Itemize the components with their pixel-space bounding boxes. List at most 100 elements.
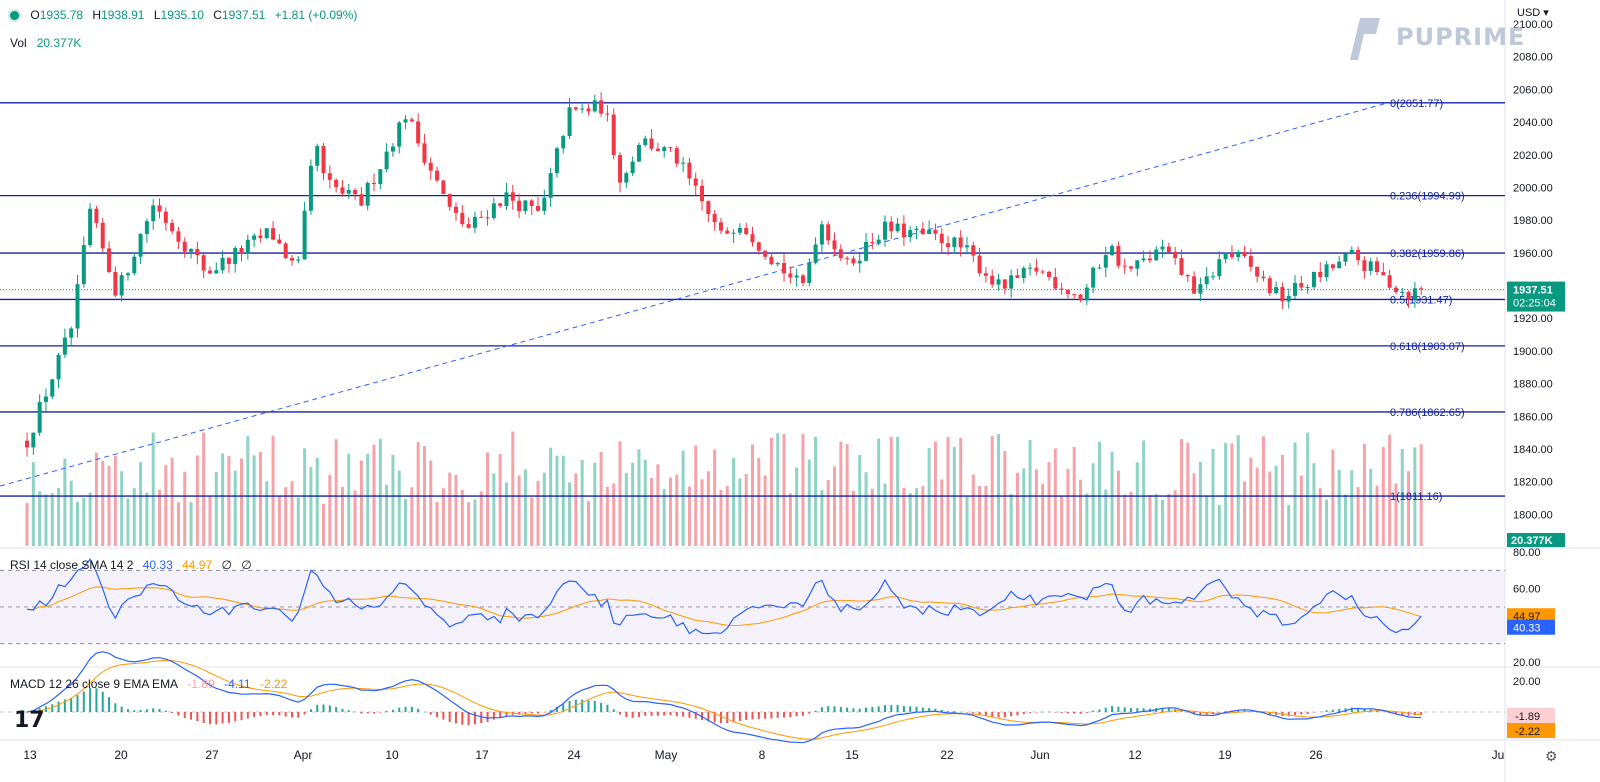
volume-bar [246,436,250,546]
candle-body [277,239,282,244]
candle-body [491,203,496,218]
macd-hist-bar [354,711,357,713]
volume-bar [378,438,382,546]
candle-body [100,222,105,249]
volume-bar [69,480,73,546]
candle-body [163,211,168,223]
volume-bar [978,485,982,546]
macd-signal-value: -2.22 [259,677,288,691]
candle-body [334,179,339,188]
countdown-label: 02:25:04 [1513,298,1556,310]
rsi-legend: RSI 14 close SMA 14 2 40.33 44.97 ∅ ∅ [10,558,258,572]
volume-bar [1268,471,1272,546]
candle-body [422,143,427,163]
candle-body [69,328,74,338]
volume-bar [681,450,685,546]
volume-bar [1356,487,1360,546]
macd-hist-bar [820,707,823,712]
volume-bar [164,465,168,546]
volume-bar [1022,468,1026,546]
volume-bar [687,486,691,546]
volume-bar [1205,496,1209,546]
macd-hist-bar [562,704,565,712]
candle-body [1412,288,1417,300]
volume-bar [385,484,389,546]
candle-body [895,223,900,232]
macd-hist-bar [644,712,647,716]
settings-gear-icon[interactable]: ⚙ [1545,748,1558,764]
volume-bar [1066,468,1070,546]
candle-body [882,221,887,240]
macd-hist-bar [839,707,842,712]
volume-bar [1015,472,1019,546]
volume-bar [322,503,326,546]
rsi-axis-label: 80.00 [1513,547,1541,559]
y-tick-label: 1900.00 [1513,346,1553,358]
volume-bar [814,436,818,546]
volume-bar [340,486,344,546]
macd-hist-bar [208,712,211,725]
candle-body [674,148,679,164]
candle-body [1356,249,1361,261]
x-tick-label: Ju [1492,748,1505,762]
ohlc-legend: O1935.78 H1938.91 L1935.10 C1937.51 +1.8… [10,8,363,22]
volume-bar [605,486,609,546]
macd-hist-bar [284,712,287,717]
candle-body [81,245,86,285]
candle-body [1002,279,1007,289]
candle-body [958,237,963,248]
volume-bar [435,501,439,546]
macd-hist-bar [795,712,798,717]
macd-signal-badge-label: -2.22 [1515,726,1540,738]
macd-hist-bar [858,708,861,712]
volume-bar [233,470,237,546]
macd-hist-bar [505,712,508,716]
macd-hist-bar [953,711,956,712]
volume-bar [139,462,143,546]
volume-bar [145,492,149,546]
candle-body [668,147,673,149]
volume-bar [107,466,111,546]
rsi-axis-label: 60.00 [1513,584,1541,596]
macd-hist-bar [915,706,918,712]
volume-bar [353,490,357,546]
macd-hist-bar [410,706,413,712]
volume-bar [782,434,786,546]
macd-hist-bar [246,712,249,719]
candle-body [138,234,143,257]
candle-body [1078,294,1083,301]
candle-body [37,401,42,433]
volume-bar [751,444,754,546]
macd-hist-bar [776,712,779,718]
macd-hist-bar [101,691,104,712]
volume-bar [1186,442,1190,546]
currency-selector[interactable]: USD ▾ [1517,7,1549,19]
macd-hist-bar [1041,711,1044,713]
brand-logo: PUPRIME [1340,12,1525,62]
rsi-line [26,558,1422,635]
macd-hist-bar [783,712,786,718]
x-tick-label: 26 [1309,748,1323,762]
candle-body [1406,291,1411,300]
macd-hist-bar [63,699,66,712]
candle-body [62,337,67,355]
macd-hist-bar [984,712,987,717]
candle-body [914,228,919,231]
macd-hist-bar [278,712,281,716]
volume-bar [965,496,969,546]
macd-hist-bar [139,709,142,712]
macd-hist-bar [253,712,256,717]
candle-body [775,263,780,265]
candle-body [479,216,484,218]
macd-hist-bar [492,712,495,720]
macd-hist-bar [259,712,262,717]
macd-hist-bar [669,712,672,716]
macd-hist-bar [537,712,540,714]
volume-bar [706,471,710,546]
macd-hist-bar [732,712,735,723]
candle-body [1166,246,1171,252]
candle-body [983,273,988,276]
volume-bar [240,458,244,546]
candle-body [340,187,345,194]
